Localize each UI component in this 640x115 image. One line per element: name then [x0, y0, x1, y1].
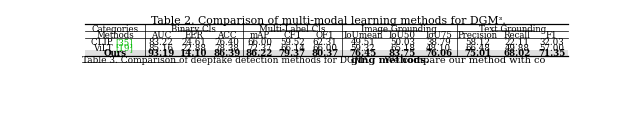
Text: Table 2. Comparison of multi-modal learning methods for DGMᶟ.: Table 2. Comparison of multi-modal learn… — [150, 16, 506, 26]
Text: 75.01: 75.01 — [464, 49, 492, 58]
Text: 66.48: 66.48 — [465, 43, 490, 52]
Text: 78.38: 78.38 — [214, 43, 239, 52]
Text: Table 3. Comparison of deepfake detection methods for DGMᶟ.: Table 3. Comparison of deepfake detectio… — [83, 56, 370, 65]
Text: 59.32: 59.32 — [351, 43, 375, 52]
Text: F1: F1 — [546, 31, 557, 40]
Text: 93.19: 93.19 — [147, 49, 175, 58]
Text: 76.06: 76.06 — [425, 49, 452, 58]
Text: 72.37: 72.37 — [247, 43, 272, 52]
Text: 22.88: 22.88 — [181, 43, 206, 52]
Text: 85.16: 85.16 — [148, 43, 173, 52]
Text: 86.22: 86.22 — [246, 49, 273, 58]
Text: ViLT: ViLT — [93, 43, 115, 52]
Text: AUC: AUC — [151, 31, 171, 40]
Text: IoUmean: IoUmean — [343, 31, 383, 40]
Bar — [85, 50, 568, 56]
Text: 66.00: 66.00 — [313, 43, 338, 52]
Text: 59.52: 59.52 — [280, 38, 305, 47]
Text: 71.35: 71.35 — [538, 49, 566, 58]
Text: EER: EER — [184, 31, 204, 40]
Text: Methods: Methods — [96, 31, 134, 40]
Text: 76.45: 76.45 — [349, 49, 376, 58]
Text: 50.03: 50.03 — [390, 38, 415, 47]
Text: OF1: OF1 — [316, 31, 335, 40]
Text: 83.75: 83.75 — [388, 49, 416, 58]
Text: Categories: Categories — [92, 25, 138, 34]
Text: 83.22: 83.22 — [148, 38, 173, 47]
Text: 49.51: 49.51 — [351, 38, 376, 47]
Text: CLIP: CLIP — [91, 38, 115, 47]
Text: 32.03: 32.03 — [540, 38, 564, 47]
Text: 38.79: 38.79 — [426, 38, 451, 47]
Text: 58.12: 58.12 — [465, 38, 490, 47]
Text: 62.31: 62.31 — [313, 38, 337, 47]
Text: 68.02: 68.02 — [504, 49, 531, 58]
Text: ACC: ACC — [217, 31, 236, 40]
Text: Binary Cls: Binary Cls — [172, 25, 216, 34]
Text: 57.00: 57.00 — [540, 43, 564, 52]
Text: IoU50: IoU50 — [389, 31, 416, 40]
Text: mAP: mAP — [250, 31, 269, 40]
Text: Multi-Label Cls: Multi-Label Cls — [259, 25, 326, 34]
Text: 48.10: 48.10 — [426, 43, 451, 52]
Text: 14.10: 14.10 — [180, 49, 207, 58]
Text: 49.88: 49.88 — [505, 43, 530, 52]
Text: 86.39: 86.39 — [213, 49, 240, 58]
Text: [35]: [35] — [115, 38, 132, 47]
Text: Image Grounding: Image Grounding — [361, 25, 437, 34]
Text: Recall: Recall — [504, 31, 531, 40]
Text: 65.18: 65.18 — [390, 43, 415, 52]
Text: [19]: [19] — [115, 43, 133, 52]
Text: 24.61: 24.61 — [181, 38, 206, 47]
Text: Text Grounding: Text Grounding — [479, 25, 546, 34]
Text: We compare our method with co: We compare our method with co — [378, 56, 545, 65]
Text: IoU75: IoU75 — [425, 31, 452, 40]
Text: Ours: Ours — [104, 49, 127, 58]
Text: 66.00: 66.00 — [247, 38, 272, 47]
Text: 76.40: 76.40 — [214, 38, 239, 47]
Text: 79.37: 79.37 — [279, 49, 306, 58]
Text: CF1: CF1 — [284, 31, 301, 40]
Text: Precision: Precision — [458, 31, 498, 40]
Text: 66.14: 66.14 — [280, 43, 305, 52]
Text: 22.11: 22.11 — [505, 38, 530, 47]
Text: ging methods.: ging methods. — [351, 56, 429, 65]
Text: 80.37: 80.37 — [312, 49, 339, 58]
